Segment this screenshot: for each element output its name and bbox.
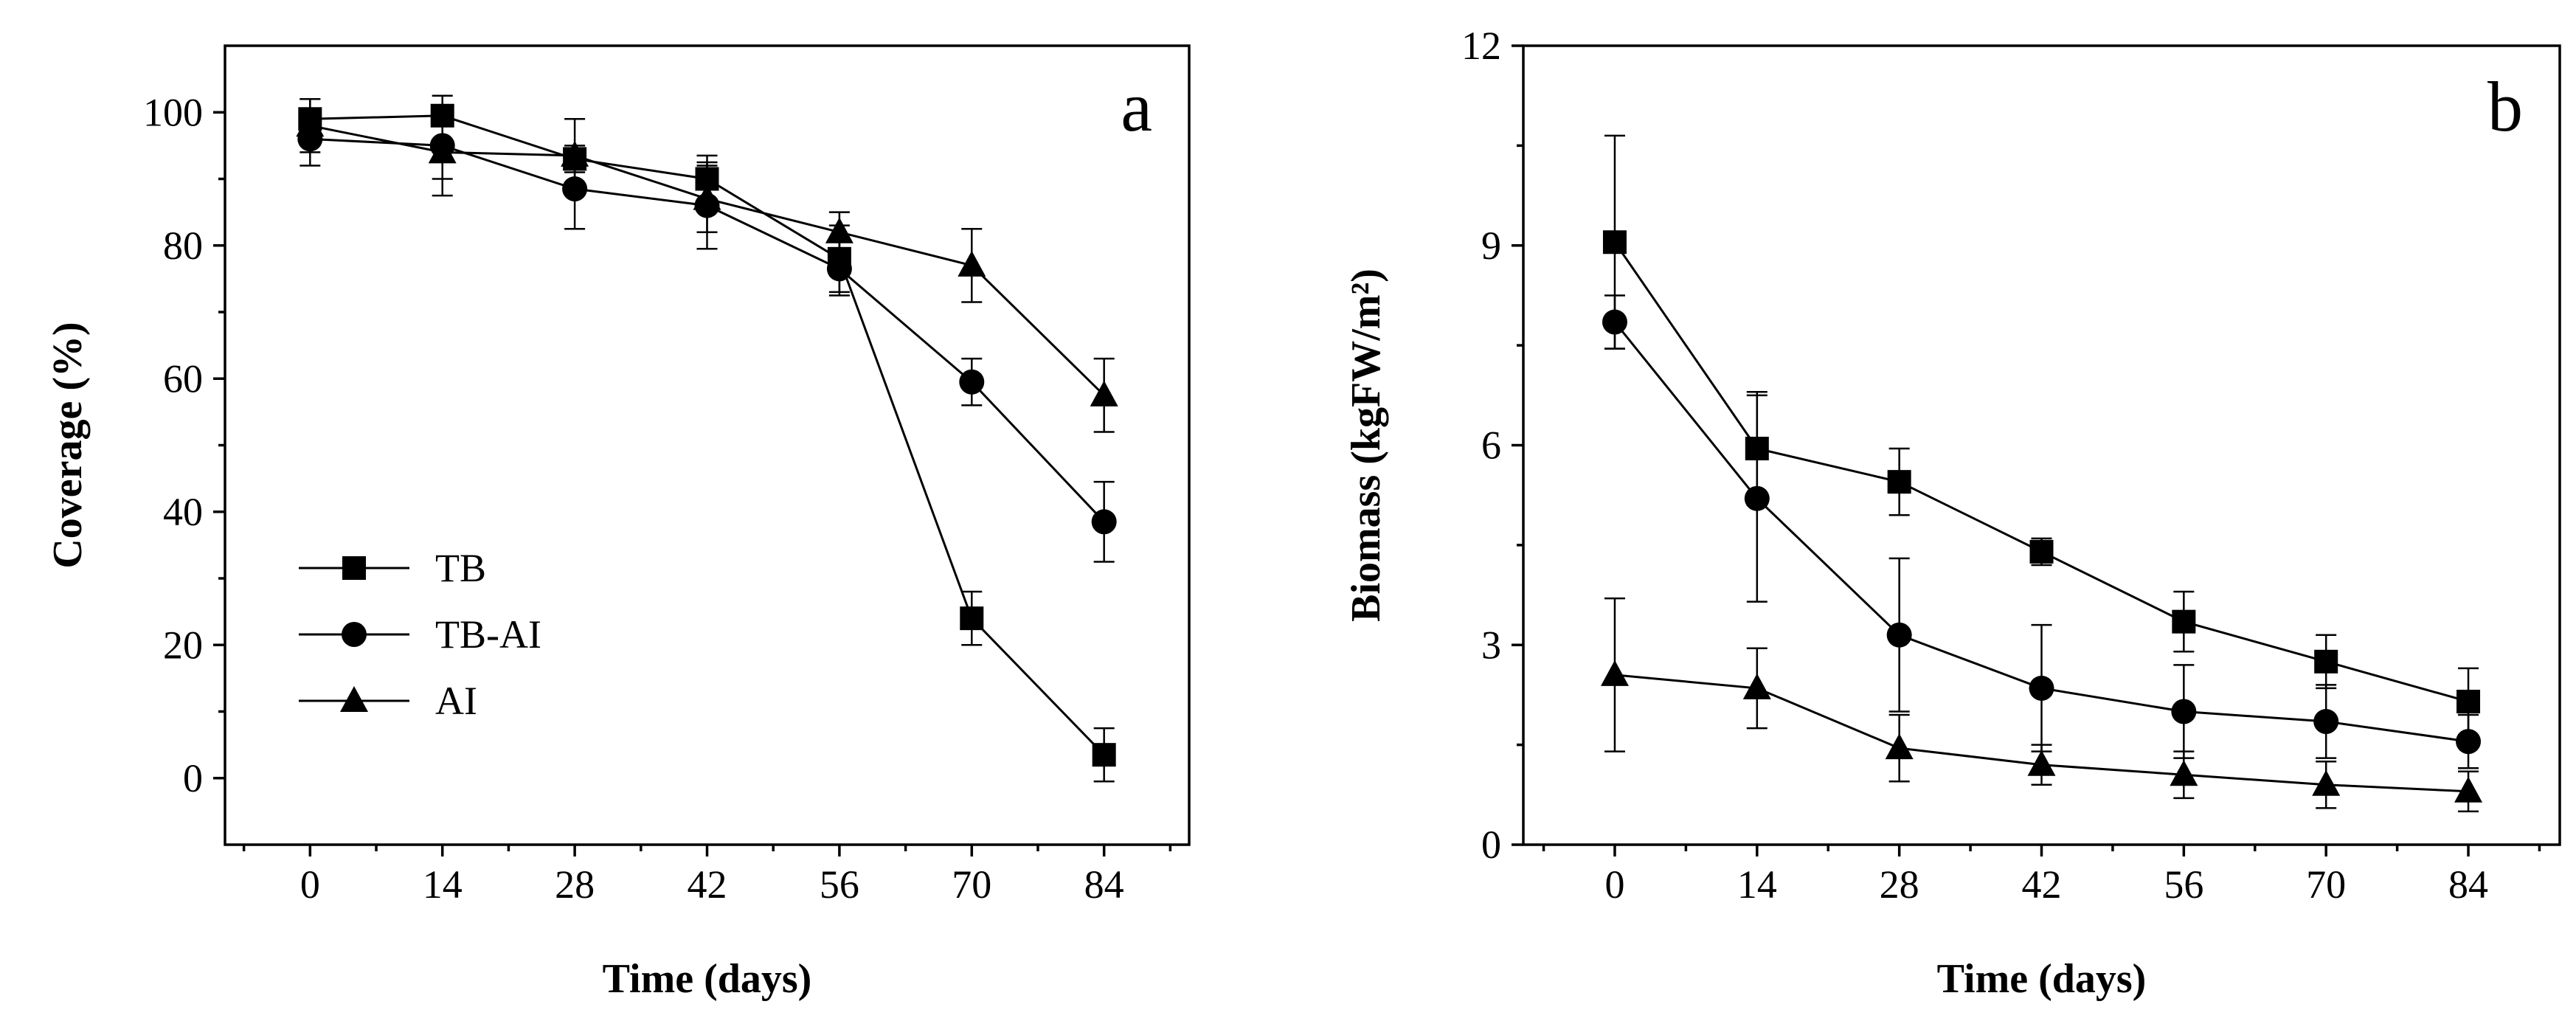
y-tick-label: 80 <box>163 224 203 268</box>
y-tick-label: 9 <box>1481 224 1501 268</box>
data-point-tb <box>2029 539 2054 564</box>
data-point-tb <box>2456 689 2481 713</box>
data-point-tb-ai <box>1091 509 1117 535</box>
data-point-ai <box>1600 660 1629 686</box>
x-tick-label: 84 <box>1084 862 1124 907</box>
data-point-ai <box>296 111 325 137</box>
data-point-tb-ai <box>2171 699 2197 724</box>
chart-panel-a: 0 14 28 42 56 70 84 0 20 40 60 80 100 Time (days) Cove… <box>45 44 1191 1002</box>
y-tick-label: 3 <box>1481 623 1501 667</box>
data-point-ai <box>2454 776 2483 803</box>
legend-marker <box>342 556 366 580</box>
data-point-tb <box>1092 743 1116 767</box>
legend-label: TB-AI <box>435 612 541 657</box>
y-tick-label: 0 <box>183 756 203 800</box>
panel-label: b <box>2487 67 2523 146</box>
legend-label: TB <box>435 546 486 590</box>
data-point-ai <box>2027 750 2056 776</box>
y-tick-label: 6 <box>1481 423 1501 468</box>
x-tick-label: 14 <box>423 862 463 907</box>
y-tick-label: 12 <box>1461 24 1501 68</box>
data-point-tb-ai <box>1886 622 1912 648</box>
data-point-ai <box>1885 733 1914 760</box>
x-tick-label: 56 <box>2164 862 2203 907</box>
x-axis-title: Time (days) <box>1937 956 2147 1002</box>
y-tick-label: 100 <box>143 90 203 134</box>
data-point-ai <box>958 250 986 277</box>
data-point-ai <box>825 217 854 243</box>
y-tick-label: 40 <box>163 490 203 534</box>
x-tick-label: 14 <box>1737 862 1777 907</box>
y-tick-label: 20 <box>163 623 203 667</box>
x-tick-label: 84 <box>2448 862 2488 907</box>
data-point-tb-ai <box>1602 309 1627 335</box>
x-tick-label: 0 <box>300 862 320 907</box>
x-tick-label: 70 <box>952 862 991 907</box>
x-tick-label: 28 <box>1880 862 1919 907</box>
data-point-tb-ai <box>2029 675 2054 701</box>
legend-marker <box>342 622 367 647</box>
y-tick-label: 60 <box>163 356 203 401</box>
legend-marker <box>340 686 368 712</box>
data-point-tb-ai <box>2456 729 2482 755</box>
x-tick-label: 0 <box>1604 862 1624 907</box>
x-tick-label: 28 <box>555 862 595 907</box>
legend: TB TB-AI AI <box>299 546 541 723</box>
data-point-ai <box>2170 760 2198 786</box>
data-point-tb-ai <box>826 256 852 282</box>
data-point-tb <box>2172 609 2196 634</box>
y-axis-title: Biomass (kgFW/m²) <box>1343 269 1389 622</box>
data-point-tb-ai <box>959 369 985 395</box>
data-point-tb <box>960 606 984 631</box>
data-point-ai <box>561 140 589 167</box>
x-tick-label: 56 <box>820 862 859 907</box>
x-axis-title: Time (days) <box>603 956 812 1002</box>
data-point-tb-ai <box>2313 709 2339 735</box>
data-point-ai <box>693 184 721 210</box>
data-point-ai <box>1090 380 1118 406</box>
data-point-tb <box>1602 230 1627 255</box>
y-axis-title: Coverage (%) <box>45 322 91 568</box>
data-point-tb-ai <box>1744 485 1770 511</box>
x-tick-label: 42 <box>688 862 727 907</box>
chart-panel-b: 0 14 28 42 56 70 84 0 3 6 9 12 Time (days) Biomass (k… <box>1343 24 2561 1002</box>
legend-label: AI <box>435 679 477 723</box>
data-point-tb <box>2314 649 2338 674</box>
data-point-ai <box>1742 673 1771 699</box>
data-point-tb <box>1887 470 1911 494</box>
x-tick-label: 42 <box>2022 862 2062 907</box>
y-tick-label: 0 <box>1481 823 1501 867</box>
data-point-ai <box>428 137 457 164</box>
x-tick-label: 70 <box>2306 862 2346 907</box>
panel-label: a <box>1121 67 1152 146</box>
data-point-ai <box>2312 769 2341 796</box>
